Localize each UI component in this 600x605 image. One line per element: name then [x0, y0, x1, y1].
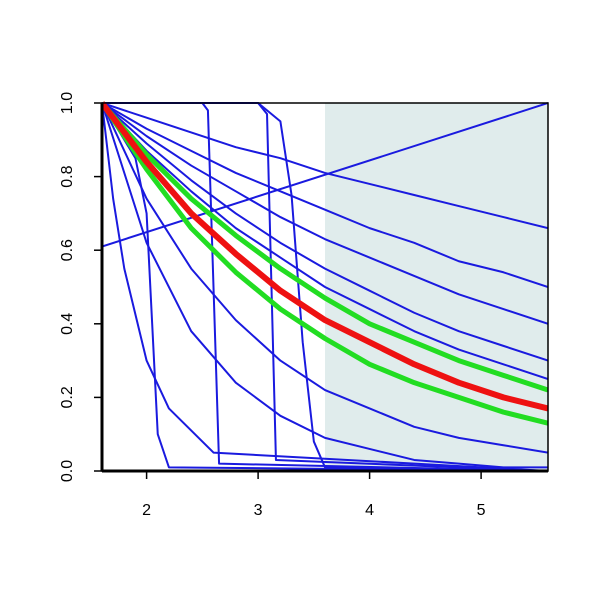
data-line [102, 102, 548, 230]
y-tick-label: 0.4 [59, 313, 76, 335]
data-line [102, 102, 548, 472]
x-tick-label: 5 [477, 502, 486, 519]
data-line [102, 102, 548, 288]
x-tick-label: 3 [254, 502, 263, 519]
data-line [102, 102, 548, 472]
data-line [102, 102, 548, 362]
y-tick-label: 1.0 [59, 92, 76, 114]
x-tick-label: 2 [142, 502, 151, 519]
data-line [102, 101, 548, 426]
y-tick-label: 0.0 [59, 460, 76, 482]
data-line [102, 102, 548, 472]
data-line [102, 101, 548, 393]
x-tick-label: 4 [365, 502, 374, 519]
data-line [102, 101, 548, 412]
data-line [102, 102, 548, 454]
y-tick-label: 0.6 [59, 239, 76, 261]
data-line [102, 102, 548, 469]
data-line [102, 102, 548, 325]
y-tick-label: 0.2 [59, 386, 76, 408]
y-tick-label: 0.8 [59, 165, 76, 187]
data-line [102, 102, 548, 380]
data-line [102, 102, 548, 248]
